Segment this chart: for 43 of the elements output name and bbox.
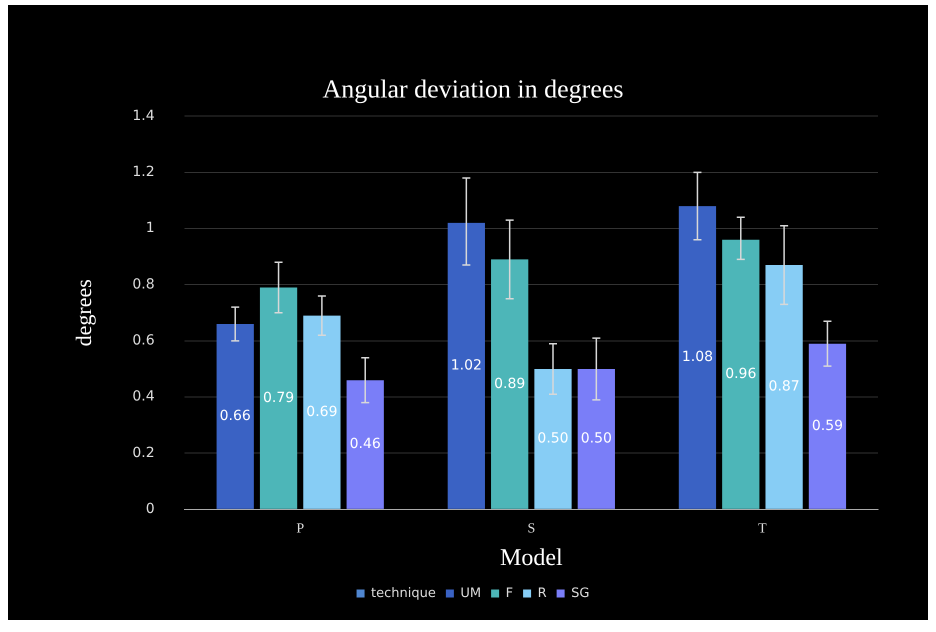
bar: [448, 222, 485, 509]
legend-label: R: [538, 586, 547, 601]
bar: [765, 265, 803, 509]
data-label: 0.50: [580, 430, 612, 447]
x-tick-label: T: [758, 521, 768, 536]
y-tick-label: 1.4: [132, 108, 155, 124]
legend-label: F: [506, 586, 514, 601]
x-tick-label: P: [296, 521, 304, 536]
data-label: 0.50: [537, 430, 569, 447]
bar: [346, 380, 384, 509]
chart-title: Angular deviation in degrees: [322, 74, 624, 104]
bar: [260, 288, 298, 509]
bar: [678, 206, 716, 509]
legend-label: UM: [460, 586, 482, 601]
y-tick-label: 0.4: [132, 388, 155, 405]
y-tick-label: 0: [146, 501, 155, 518]
data-label: 1.08: [682, 349, 714, 366]
y-tick-label: 0.8: [132, 276, 155, 292]
y-tick-label: 0.2: [132, 444, 155, 461]
data-label: 0.66: [220, 408, 251, 424]
bar: [491, 259, 528, 509]
bar: [534, 368, 572, 509]
legend-label: technique: [371, 586, 436, 601]
data-label: 0.89: [494, 376, 526, 392]
bar: [578, 368, 615, 509]
data-label: 0.79: [262, 390, 294, 406]
y-tick-label: 0.6: [132, 332, 155, 349]
y-tick-label: 1: [146, 220, 155, 236]
data-label: 0.46: [350, 436, 381, 452]
data-label: 0.87: [768, 378, 800, 395]
bar: [303, 316, 341, 509]
bar: [722, 240, 760, 509]
x-axis-title: Model: [500, 544, 563, 571]
data-label: 1.02: [450, 358, 482, 374]
y-tick-label: 1.2: [132, 164, 155, 180]
y-axis-title: degrees: [70, 279, 96, 346]
data-label: 0.96: [725, 366, 756, 382]
x-tick-label: S: [527, 521, 536, 536]
bar: [808, 344, 846, 509]
legend-label: SG: [571, 586, 590, 601]
data-label: 0.59: [812, 418, 844, 434]
data-label: 0.69: [306, 404, 338, 420]
bar: [216, 324, 254, 509]
